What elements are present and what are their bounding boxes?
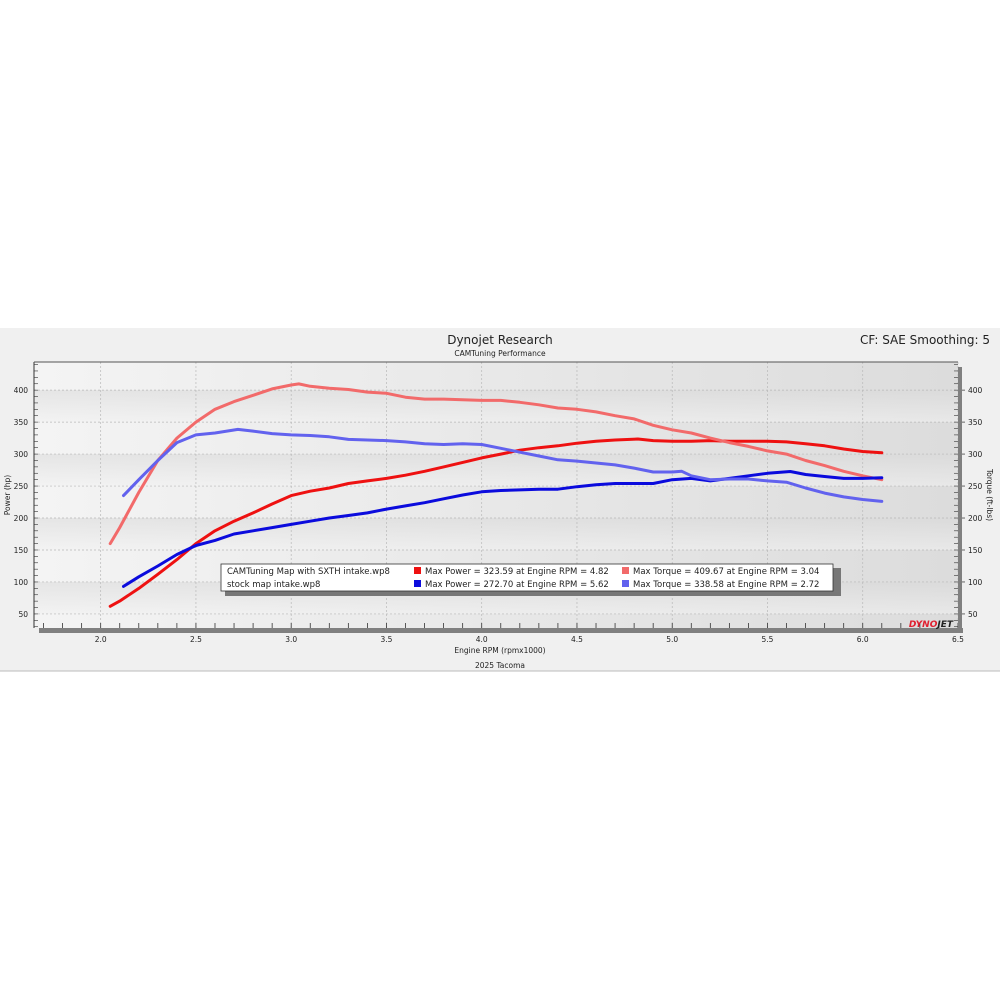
legend-stock-torque: Max Torque = 338.58 at Engine RPM = 2.72 [633,580,819,590]
chart-subtitle: CAMTuning Performance [454,349,546,358]
settings-label: CF: SAE Smoothing: 5 [860,333,990,347]
x-tick-label: 5.0 [666,635,678,644]
y-tick-label: 200 [14,514,29,523]
legend-swatch-stock-torque [622,580,629,587]
x-tick-label: 3.0 [285,635,297,644]
y2-tick-label: 300 [968,450,983,459]
x-tick-label: 4.5 [571,635,583,644]
series-line-stock-power [122,470,884,588]
grid-band [34,518,958,550]
y-tick-label: 150 [14,546,29,555]
legend-run-cam: CAMTuning Map with SXTH intake.wp8 [227,567,390,577]
x-tick-label: 4.0 [476,635,488,644]
y-tick-label: 50 [18,610,28,619]
x-tick-label: 2.0 [95,635,107,644]
y-tick-label: 250 [14,482,29,491]
y-axis-label: Power (hp) [3,475,12,516]
grid-band [34,454,958,487]
legend-cam-torque: Max Torque = 409.67 at Engine RPM = 3.04 [633,567,819,577]
legend: CAMTuning Map with SXTH intake.wp8 stock… [220,563,841,596]
chart-title: Dynojet Research [447,333,553,347]
legend-box [220,563,834,592]
x-tick-label: 6.5 [952,635,964,644]
y2-tick-label: 100 [968,578,983,587]
x-tick-label: 3.5 [380,635,392,644]
x-tick-label: 5.5 [762,635,774,644]
series-line-cam-torque [108,382,884,546]
grid-band [34,390,958,423]
y-tick-label: 300 [14,450,29,459]
series-line-stock-torque [122,427,884,503]
y-tick-label: 100 [14,578,29,587]
y2-tick-label: 200 [968,514,983,523]
x-axis-bar [39,628,963,633]
dynojet-logo: DYNOJET [909,620,954,630]
y2-tick-label: 250 [968,482,983,491]
y2-axis-label: Torque (ft-lbs) [985,468,994,521]
plot-area: 50 50 100 100 150 150 200 200 250 250 300 300 350 350… [14,361,983,644]
y-tick-label: 350 [14,418,29,427]
y2-tick-label: 350 [968,418,983,427]
y-tick-label: 400 [14,386,29,395]
legend-run-stock: stock map intake.wp8 [227,580,320,590]
y2-tick-label: 50 [968,610,978,619]
x-axis-label: Engine RPM (rpmx1000) [454,646,545,655]
footer-label: 2025 Tacoma [475,661,525,670]
series-line-cam-power [108,437,884,608]
legend-swatch-cam-power [414,567,421,574]
y2-tick-label: 150 [968,546,983,555]
legend-stock-power: Max Power = 272.70 at Engine RPM = 5.62 [425,580,609,590]
y2-axis-bar [958,367,962,633]
legend-swatch-stock-power [414,580,421,587]
x-tick-label: 2.5 [190,635,202,644]
legend-swatch-cam-torque [622,567,629,574]
x-tick-label: 6.0 [857,635,869,644]
y2-tick-label: 400 [968,386,983,395]
legend-cam-power: Max Power = 323.59 at Engine RPM = 4.82 [425,567,609,577]
